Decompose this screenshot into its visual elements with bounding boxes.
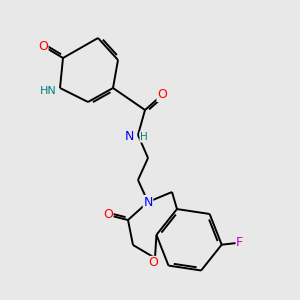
Text: H: H bbox=[140, 132, 148, 142]
Text: HN: HN bbox=[40, 86, 57, 96]
Text: N: N bbox=[124, 130, 134, 142]
Text: O: O bbox=[148, 256, 158, 269]
Text: O: O bbox=[38, 40, 48, 52]
Text: N: N bbox=[143, 196, 153, 208]
Text: F: F bbox=[236, 236, 243, 249]
Text: O: O bbox=[103, 208, 113, 221]
Text: O: O bbox=[157, 88, 167, 101]
